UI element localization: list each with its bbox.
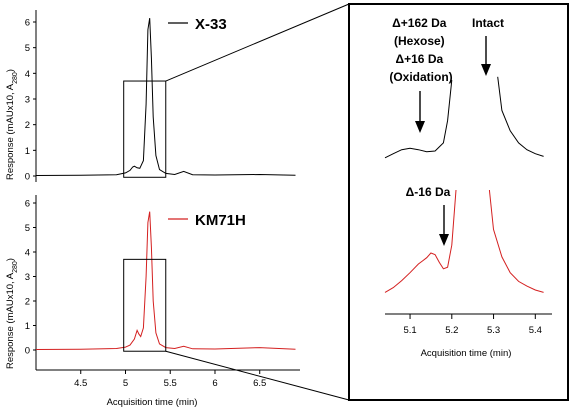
x33-zoom-trace-segment — [384, 80, 453, 159]
arrow-minus16-icon — [439, 205, 449, 246]
top-legend-label: X-33 — [195, 16, 227, 33]
x-tick-label: 4.5 — [74, 378, 87, 389]
y-tick-label: 2 — [25, 120, 30, 131]
inset-x-tick-label: 5.4 — [529, 325, 542, 336]
inset-x-tick-label: 5.3 — [487, 325, 500, 336]
inset-x-tick-label: 5.2 — [445, 325, 458, 336]
x-tick-label: 6.5 — [253, 378, 266, 389]
x-tick-label: 5 — [123, 378, 128, 389]
top-zoom-box — [123, 80, 167, 178]
bottom-connector-line — [165, 350, 350, 401]
top-chromatogram-panel: 0 1 2 3 4 5 6 X-33 Response (mAUx10, A280) — [5, 10, 296, 183]
inset-traces — [384, 76, 544, 293]
bottom-y-ticks: 0 1 2 3 4 5 6 — [25, 199, 36, 357]
bottom-chromatogram-panel: 0 1 2 3 4 5 6 4.5 5 5.5 6 6.5 KM71H Response (mAUx… — [5, 195, 300, 408]
bottom-x-axis-label: Acquisition time (min) — [107, 397, 198, 408]
y-tick-label: 6 — [25, 199, 30, 210]
bottom-legend-label: KM71H — [195, 212, 246, 229]
bottom-y-axis-label: Response (mAUx10, A280) — [5, 258, 19, 369]
y-tick-label: 0 — [25, 346, 30, 357]
y-tick-label: 1 — [25, 146, 30, 157]
top-connector-line — [165, 3, 350, 82]
x33-trace — [35, 18, 296, 176]
x-tick-label: 6 — [212, 378, 217, 389]
bottom-x-ticks: 4.5 5 5.5 6 6.5 — [74, 370, 266, 389]
y-tick-label: 2 — [25, 297, 30, 308]
y-tick-label: 0 — [25, 172, 30, 183]
km71h-zoom-trace-segment — [488, 189, 544, 293]
y-tick-label: 6 — [25, 18, 30, 29]
x-tick-label: 5.5 — [164, 378, 177, 389]
bottom-zoom-box — [123, 258, 167, 352]
y-tick-label: 5 — [25, 223, 30, 234]
km71h-zoom-trace-segment — [384, 189, 457, 293]
top-y-axis-label: Response (mAUx10, A280) — [5, 69, 19, 180]
zoom-inset-panel: 5.1 5.2 5.3 5.4 Acquisition time (min) Δ+16… — [348, 3, 569, 401]
x33-zoom-trace-segment — [497, 76, 544, 157]
y-tick-label: 3 — [25, 272, 30, 283]
y-tick-label: 4 — [25, 69, 30, 80]
annotation-intact: Intact — [472, 16, 504, 30]
top-y-ticks: 0 1 2 3 4 5 6 — [25, 18, 36, 183]
y-tick-label: 1 — [25, 321, 30, 332]
arrow-intact-icon — [481, 36, 491, 76]
y-tick-label: 5 — [25, 43, 30, 54]
arrow-hexose-icon — [415, 91, 425, 133]
inset-x-ticks: 5.1 5.2 5.3 5.4 — [403, 314, 542, 336]
inset-x-axis-label: Acquisition time (min) — [421, 348, 512, 359]
km71h-trace — [35, 211, 296, 350]
y-tick-label: 4 — [25, 248, 30, 259]
inset-frame — [348, 3, 569, 401]
y-tick-label: 3 — [25, 95, 30, 106]
inset-x-tick-label: 5.1 — [403, 325, 416, 336]
annotation-minus16: Δ-16 Da — [406, 185, 451, 199]
annotation-hexose-oxidation: Δ+162 Da (Hexose) Δ+16 Da (Oxidation) — [389, 16, 452, 84]
